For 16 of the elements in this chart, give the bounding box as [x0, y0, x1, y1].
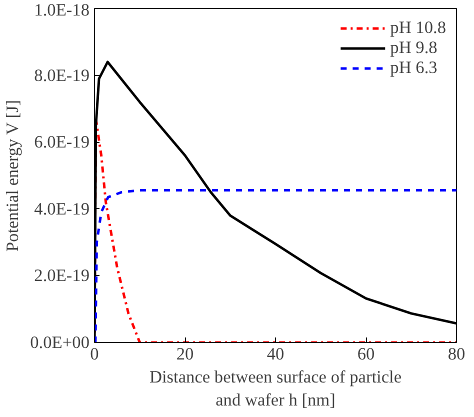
x-axis-title: Distance between surface of particle and wafer h [nm] — [149, 368, 402, 410]
y-axis-title: Potential energy V [J] — [3, 100, 22, 252]
legend-label: pH 10.8 — [390, 18, 446, 38]
y-tick-label: 4.0E-19 — [34, 199, 90, 218]
y-tick-label: 6.0E-19 — [34, 132, 90, 152]
x-tick-label: 40 — [266, 344, 284, 364]
x-tick-label: 0 — [90, 344, 99, 364]
legend-label: pH 9.8 — [390, 38, 438, 58]
x-tick-label: 80 — [448, 344, 466, 364]
x-tick-label: 20 — [176, 344, 194, 364]
y-tick-label: 8.0E-19 — [34, 66, 90, 85]
y-tick-label: 2.0E-19 — [34, 266, 90, 286]
y-tick-label: 0.0E+00 — [30, 333, 90, 352]
y-tick-label: 1.0E-18 — [34, 0, 90, 20]
legend-label: pH 6.3 — [390, 58, 438, 78]
x-tick-label: 60 — [357, 344, 375, 364]
